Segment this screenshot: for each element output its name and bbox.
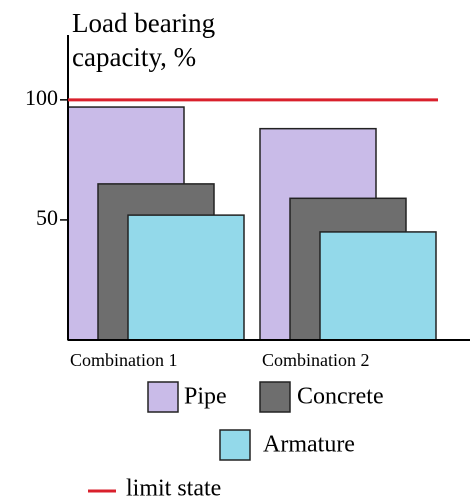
legend-swatch xyxy=(259,381,291,413)
x-tick-label: Combination 1 xyxy=(70,350,178,370)
bar xyxy=(127,214,245,341)
x-tick-label: Combination 2 xyxy=(262,350,370,370)
legend-label: Armature xyxy=(263,432,355,458)
legend-label: Concrete xyxy=(297,384,384,410)
y-tick-label: 50 xyxy=(36,205,58,230)
legend-label: limit state xyxy=(126,476,221,502)
legend-swatch xyxy=(147,381,179,413)
legend-label: Pipe xyxy=(184,384,227,410)
chart-title: Load bearing capacity, % xyxy=(72,8,216,72)
bar xyxy=(319,231,437,341)
y-tick-label: 100 xyxy=(25,85,58,110)
legend-swatch xyxy=(219,429,251,461)
